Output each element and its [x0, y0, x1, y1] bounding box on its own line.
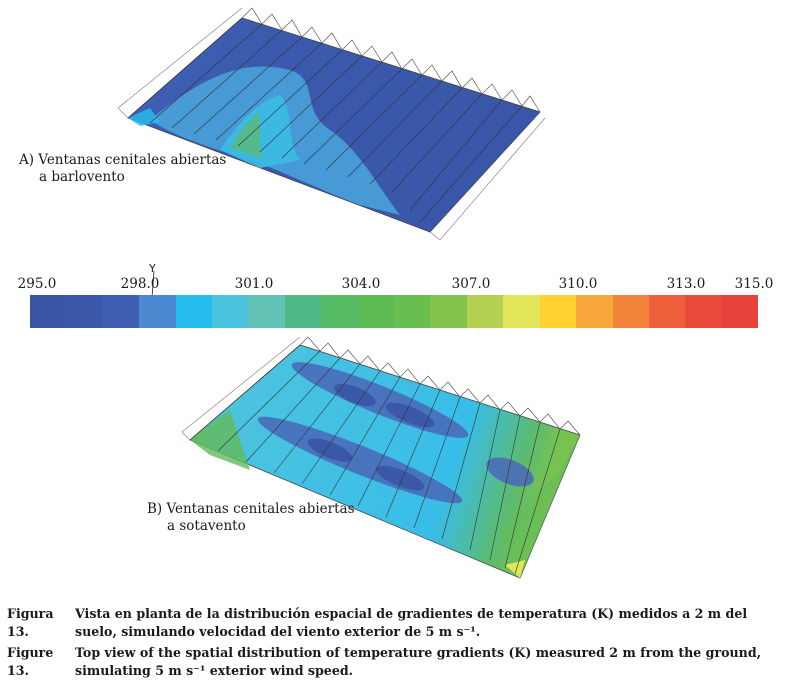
caption-es-label: Figura 13.	[7, 606, 54, 639]
colorbar-segment	[394, 295, 431, 328]
colorbar-segment	[321, 295, 358, 328]
greenhouse-model-b	[181, 336, 581, 579]
colorbar-segment	[212, 295, 249, 328]
caption-es-text: Vista en planta de la distribución espac…	[75, 606, 748, 639]
colorbar-segment	[357, 295, 395, 328]
colorbar-segment	[102, 295, 140, 328]
colorbar-segment	[430, 295, 467, 328]
colorbar-segment	[503, 295, 540, 328]
colorbar-tick-7: 315.0	[734, 276, 774, 292]
colorbar-tick-1: 298.0	[120, 276, 160, 292]
colorbar-segment	[539, 295, 577, 328]
caption-en-text: Top view of the spatial distribution of …	[75, 645, 762, 678]
colorbar-segment	[466, 295, 504, 328]
caption-es: Figura 13. Vista en planta de la distrib…	[7, 605, 787, 641]
colorbar-tick-2: 301.0	[234, 276, 274, 292]
colorbar-tick-6: 313.0	[666, 276, 706, 292]
colorbar-segment	[685, 295, 722, 328]
panel-b-label-line1: B) Ventanas cenitales abiertas	[147, 501, 355, 517]
panel-a-label-line2: a barlovento	[39, 169, 125, 185]
axis-y-label: Y	[149, 262, 156, 275]
panel-b-label: B) Ventanas cenitales abiertas a sotaven…	[147, 501, 355, 535]
panel-b-label-line2: a sotavento	[167, 518, 246, 534]
colorbar-segment	[66, 295, 103, 328]
colorbar-segment	[721, 295, 759, 328]
colorbar-segment	[648, 295, 686, 328]
colorbar-tick-5: 310.0	[558, 276, 598, 292]
colorbar-segment	[139, 295, 176, 328]
greenhouse-model-a	[117, 7, 546, 241]
colorbar-segment	[284, 295, 322, 328]
panel-a-label: A) Ventanas cenitales abiertas a barlove…	[19, 152, 226, 186]
panel-a-label-line1: A) Ventanas cenitales abiertas	[19, 152, 227, 168]
colorbar-segment	[612, 295, 649, 328]
colorbar-tick-0: 295.0	[17, 276, 57, 292]
colorbar-segment	[248, 295, 285, 328]
colorbar	[30, 295, 759, 328]
colorbar-segment	[30, 295, 67, 328]
colorbar-segment	[576, 295, 613, 328]
colorbar-segment	[175, 295, 213, 328]
caption-en-label: Figure 13.	[7, 645, 54, 678]
colorbar-tick-4: 307.0	[451, 276, 491, 292]
colorbar-tick-3: 304.0	[341, 276, 381, 292]
caption-en: Figure 13. Top view of the spatial distr…	[7, 644, 787, 680]
